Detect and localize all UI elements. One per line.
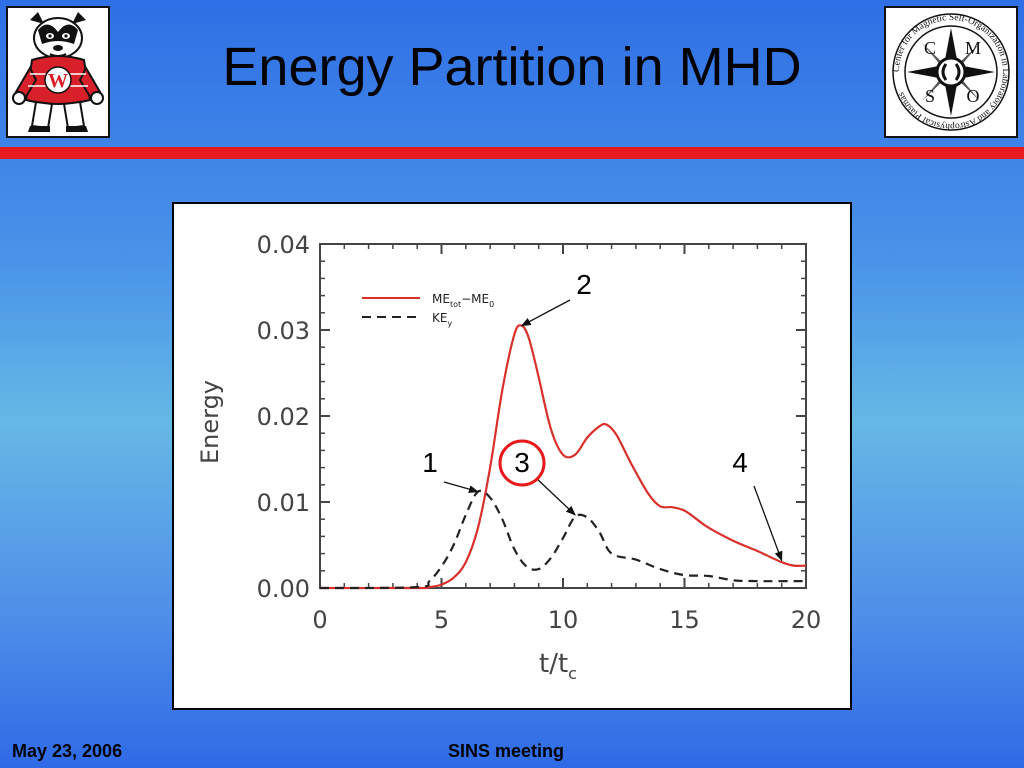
x-tick-label: 20: [791, 606, 822, 634]
series-group: [319, 324, 807, 590]
legend-label-ke: KEy: [432, 311, 452, 328]
y-axis-label: Energy: [196, 380, 224, 464]
annotation-label-3: 3: [514, 447, 530, 478]
x-tick-label: 15: [669, 606, 700, 634]
cmso-letter-m: M: [965, 38, 981, 58]
series-line-me: [319, 324, 807, 590]
annotation-label-4: 4: [732, 447, 748, 478]
badger-mascot-icon: W: [12, 12, 104, 132]
legend-label-me: MEtot−ME0: [432, 292, 494, 309]
footer-meeting: SINS meeting: [448, 741, 565, 761]
x-tick-label: 10: [548, 606, 579, 634]
y-tick-label: 0.01: [257, 489, 310, 517]
energy-chart: 0 5 10 15 20 0.00 0.01 0.02 0.03 0.04 1 2 3 4 MEtot−…: [196, 231, 822, 683]
title-divider-bar: [0, 147, 1024, 159]
annotation-arrow-3: [535, 477, 576, 516]
series-line-ke: [319, 489, 807, 590]
annotation-circle: [498, 439, 546, 487]
annotation-arrow-1: [443, 481, 479, 494]
x-tick-label: 0: [312, 606, 327, 634]
cmso-letter-c: C: [924, 38, 936, 58]
y-tick-label: 0.03: [257, 317, 310, 345]
annotation-arrow-4: [753, 485, 783, 562]
axes-group: 0 5 10 15 20 0.00 0.01 0.02 0.03 0.04: [257, 231, 822, 634]
slide-title: Energy Partition in MHD: [222, 37, 802, 97]
legend: MEtot−ME0 KEy: [362, 292, 494, 328]
x-axis-label: t/tc: [539, 649, 577, 683]
annotations-group: 1 2 3 4: [422, 269, 783, 562]
y-tick-label: 0.02: [257, 403, 310, 431]
y-tick-label: 0.04: [257, 231, 310, 259]
cmso-compass-icon: Center for Magnetic Self-Organization in…: [892, 13, 1010, 131]
cmso-letter-s: S: [925, 86, 935, 106]
annotation-label-1: 1: [422, 447, 438, 478]
footer-date: May 23, 2006: [12, 741, 123, 761]
sweater-letter: W: [48, 70, 68, 92]
cmso-logo: Center for Magnetic Self-Organization in…: [884, 6, 1018, 138]
x-tick-label: 5: [434, 606, 449, 634]
plot-panel: 0 5 10 15 20 0.00 0.01 0.02 0.03 0.04 1 2 3 4 MEtot−…: [172, 202, 852, 710]
annotation-arrow-2: [520, 299, 571, 327]
cmso-letter-o: O: [967, 86, 980, 106]
y-tick-label: 0.00: [257, 575, 310, 603]
annotation-label-2: 2: [576, 269, 592, 300]
badger-logo: W: [6, 6, 110, 138]
